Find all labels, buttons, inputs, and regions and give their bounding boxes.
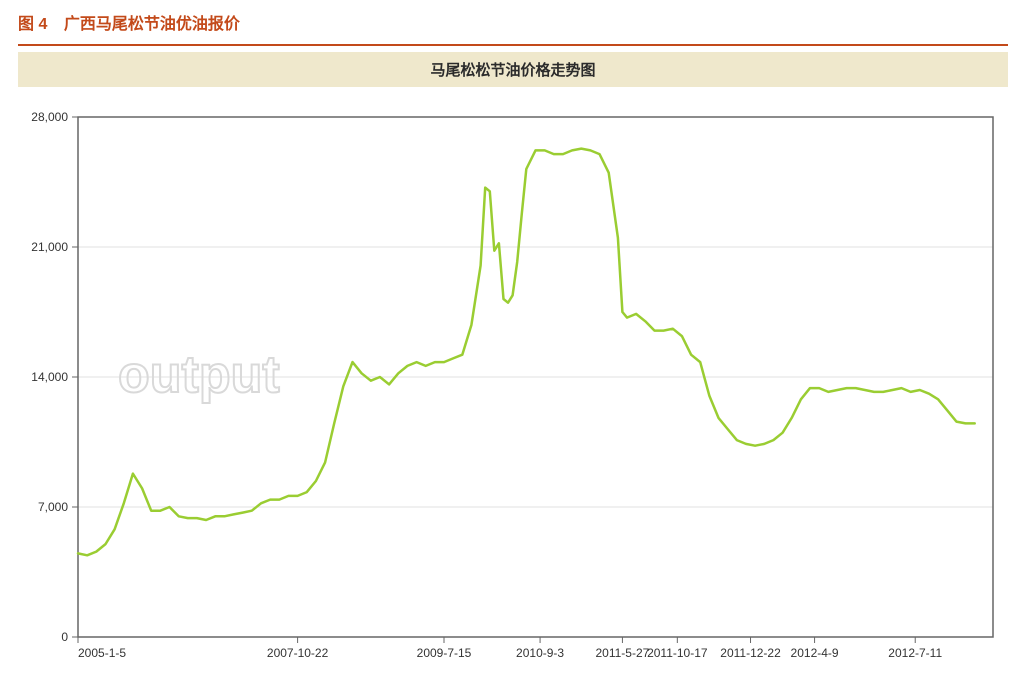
y-tick-label: 7,000	[38, 500, 68, 514]
chart-container: output 0 7,000 14,000 21,000 28,000 2005-1-5 20…	[18, 87, 1008, 677]
x-tick-label: 2007-10-22	[267, 646, 329, 660]
y-tick-label: 28,000	[31, 110, 68, 124]
chart-title-bar: 马尾松松节油价格走势图	[18, 52, 1008, 87]
y-tick-label: 0	[61, 630, 68, 644]
x-tick-label: 2010-9-3	[516, 646, 564, 660]
caption-title: 广西马尾松节油优油报价	[64, 16, 240, 33]
x-tick-label: 2005-1-5	[78, 646, 126, 660]
x-tick-label: 2011-5-27	[596, 646, 650, 660]
caption-lead: 图 4	[18, 16, 47, 33]
x-tick-label: 2011-10-17	[647, 646, 708, 660]
watermark: output	[118, 346, 280, 404]
y-tick-label: 21,000	[31, 240, 68, 254]
price-line-chart: output 0 7,000 14,000 21,000 28,000 2005-1-5 20…	[18, 107, 1008, 677]
x-tick-label: 2011-12-22	[720, 646, 781, 660]
x-tick-label: 2009-7-15	[417, 646, 472, 660]
y-tick-label: 14,000	[31, 370, 68, 384]
figure-caption: 图 4 广西马尾松节油优油报价	[18, 10, 1008, 34]
page: 图 4 广西马尾松节油优油报价 马尾松松节油价格走势图 output 0 7,000…	[0, 0, 1026, 691]
caption-divider	[18, 44, 1008, 46]
x-tick-label: 2012-7-11	[888, 646, 942, 660]
chart-title: 马尾松松节油价格走势图	[430, 62, 595, 79]
x-tick-label: 2012-4-9	[791, 646, 839, 660]
